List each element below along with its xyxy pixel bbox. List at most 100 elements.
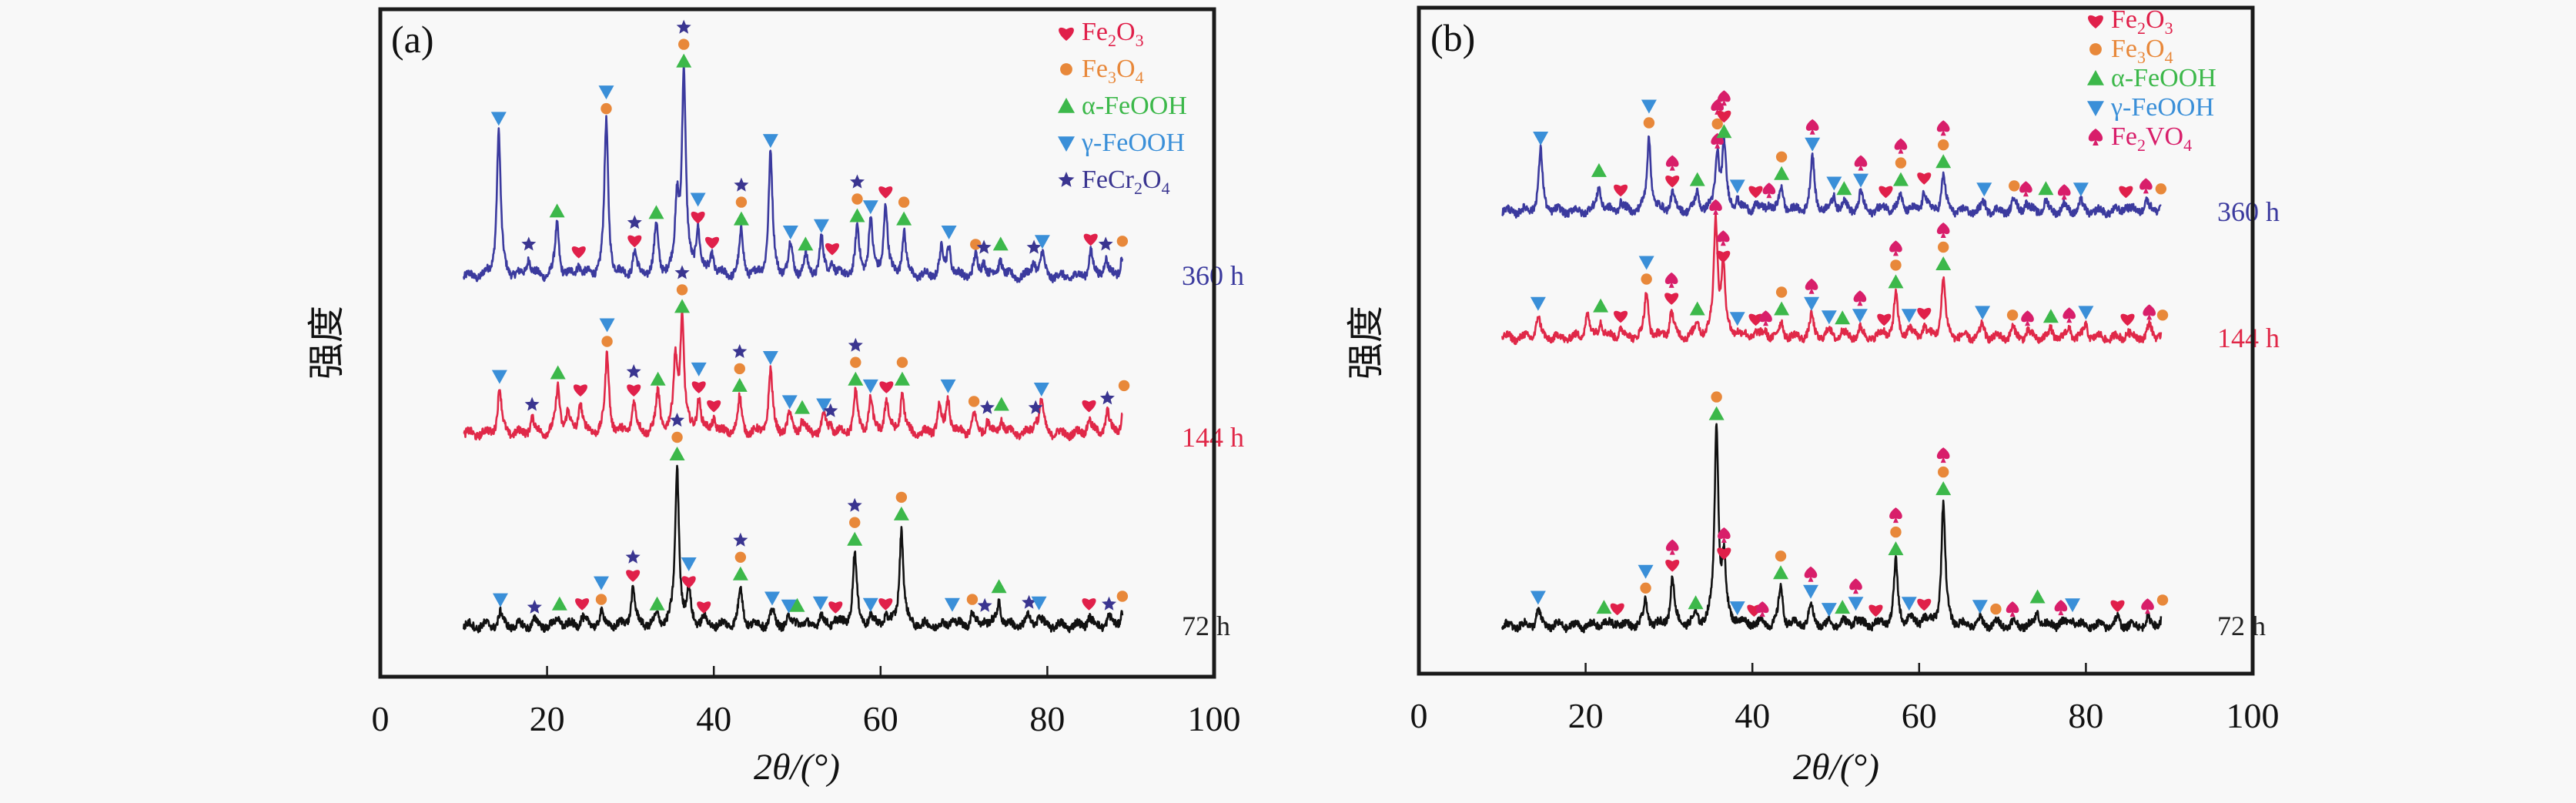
peak-marker-Fe3O4 — [601, 336, 613, 347]
legend-item-gFeOOH: γ-FeOOH — [2087, 93, 2214, 122]
legend-item-Fe3O4: Fe3O4 — [1060, 55, 1144, 87]
peak-marker-Fe2O3 — [879, 381, 894, 393]
peak-marker-aFeOOH — [1836, 181, 1852, 196]
peak-marker-gFeOOH — [1848, 597, 1864, 611]
peak-marker-Fe2O3 — [1665, 176, 1680, 188]
peak-marker-Fe2VO4 — [1854, 155, 1868, 171]
peak-marker-Fe3O4 — [2009, 180, 2020, 192]
peak-marker-Fe2VO4 — [2143, 304, 2156, 320]
peak-marker-Fe2VO4 — [1718, 527, 1731, 543]
peak-marker-gFeOOH — [1033, 383, 1049, 396]
peak-marker-Fe2O3 — [681, 576, 696, 588]
peak-marker-Fe2VO4 — [2006, 601, 2019, 617]
peak-marker-aFeOOH — [849, 208, 865, 222]
peak-marker-Fe2O3 — [571, 246, 586, 259]
Fe3O4-legend-icon — [2089, 43, 2102, 55]
peak-marker-aFeOOH — [1888, 274, 1904, 289]
peak-marker-aFeOOH — [992, 236, 1009, 251]
peak-marker-aFeOOH — [669, 447, 685, 460]
peak-marker-aFeOOH — [1774, 166, 1790, 180]
peak-marker-Fe3O4 — [851, 193, 863, 205]
peak-marker-gFeOOH — [1976, 182, 1992, 197]
peak-marker-aFeOOH — [794, 400, 810, 414]
panel-b-markers — [1530, 90, 2169, 617]
peak-marker-Fe3O4 — [968, 396, 980, 407]
peak-marker-aFeOOH — [649, 596, 665, 611]
peak-marker-aFeOOH — [896, 211, 912, 226]
peak-marker-Fe3O4 — [676, 284, 688, 296]
peak-marker-gFeOOH — [1804, 296, 1820, 311]
legend-label: α-FeOOH — [1082, 92, 1187, 120]
peak-marker-Fe2VO4 — [1849, 578, 1862, 594]
peak-marker-Fe3O4 — [1711, 118, 1723, 130]
peak-marker-Fe2O3 — [1716, 250, 1731, 263]
peak-marker-Fe2O3 — [2120, 313, 2135, 326]
peak-marker-Fe2O3 — [1664, 293, 1679, 305]
peak-marker-Fe3O4 — [1775, 286, 1788, 298]
peak-marker-gFeOOH — [862, 200, 878, 215]
peak-marker-gFeOOH — [1821, 603, 1837, 617]
peak-marker-FeCr2O4 — [676, 19, 691, 34]
peak-marker-Fe2VO4 — [1936, 447, 1950, 463]
peak-marker-gFeOOH — [690, 192, 706, 207]
peak-marker-FeCr2O4 — [627, 215, 642, 229]
peak-marker-Fe2O3 — [705, 236, 720, 249]
gFeOOH-legend-icon — [1058, 136, 1075, 152]
peak-marker-aFeOOH — [650, 371, 666, 386]
panel-b-trace-labels: 360 h 144 h 72 h — [2217, 196, 2280, 641]
legend-label: Fe2O3 — [2111, 5, 2173, 38]
peak-marker-aFeOOH — [991, 579, 1007, 594]
peak-marker-Fe3O4 — [1711, 391, 1722, 403]
peak-marker-Fe3O4 — [1640, 582, 1651, 594]
peak-marker-gFeOOH — [1852, 173, 1868, 188]
peak-marker-FeCr2O4 — [521, 236, 537, 251]
Fe2O3-legend-icon — [1059, 27, 1074, 41]
peak-marker-Fe2O3 — [1878, 186, 1893, 199]
peak-marker-Fe3O4 — [2156, 594, 2169, 606]
peak-marker-Fe2VO4 — [1936, 120, 1950, 136]
peak-marker-Fe2O3 — [1748, 186, 1763, 199]
x-tick-label: 60 — [863, 699, 898, 738]
peak-marker-Fe3O4 — [2006, 309, 2019, 321]
peak-marker-gFeOOH — [812, 596, 828, 611]
peak-marker-Fe2VO4 — [1665, 155, 1679, 171]
peak-marker-aFeOOH — [549, 203, 565, 218]
peak-marker-Fe2O3 — [878, 186, 893, 199]
peak-marker-aFeOOH — [1688, 595, 1704, 610]
peak-marker-aFeOOH — [551, 596, 567, 611]
xrd-trace-72h — [463, 464, 1124, 634]
legend-item-Fe3O4: Fe3O4 — [2089, 35, 2173, 67]
peak-marker-FeCr2O4 — [670, 413, 685, 427]
peak-marker-Fe2O3 — [828, 601, 843, 614]
panel-a-tag: (a) — [391, 18, 434, 61]
peak-marker-gFeOOH — [2065, 598, 2081, 613]
peak-marker-gFeOOH — [691, 362, 707, 376]
legend-label: Fe2VO4 — [2111, 122, 2192, 155]
peak-marker-Fe2O3 — [878, 598, 893, 611]
peak-marker-Fe3O4 — [1641, 273, 1652, 285]
x-tick-label: 20 — [530, 699, 565, 738]
peak-marker-FeCr2O4 — [979, 400, 995, 414]
peak-marker-gFeOOH — [782, 226, 798, 239]
panel-b-ylabel: 强度 — [1346, 306, 1387, 380]
peak-marker-FeCr2O4 — [524, 396, 540, 411]
peak-marker-gFeOOH — [1975, 306, 1991, 320]
peak-marker-gFeOOH — [1034, 235, 1050, 249]
trace-label-360h: 360 h — [2217, 196, 2280, 227]
peak-marker-aFeOOH — [798, 236, 814, 251]
x-tick-label: 80 — [2068, 696, 2103, 735]
peak-marker-Fe2O3 — [1917, 307, 1932, 320]
panel-a-x-tick-labels: 0 20 40 60 80 100 — [372, 699, 1241, 738]
x-tick-label: 20 — [1568, 696, 1604, 735]
legend-item-aFeOOH: α-FeOOH — [1058, 92, 1187, 120]
peak-marker-Fe2VO4 — [2019, 181, 2032, 197]
peak-marker-Fe2O3 — [1748, 313, 1763, 326]
peak-marker-gFeOOH — [2078, 306, 2094, 320]
peak-marker-gFeOOH — [593, 576, 609, 591]
peak-marker-gFeOOH — [1805, 137, 1821, 152]
legend-label: Fe3O4 — [1082, 55, 1144, 87]
panel-b-xlabel: 2θ/(°) — [1793, 747, 1879, 788]
